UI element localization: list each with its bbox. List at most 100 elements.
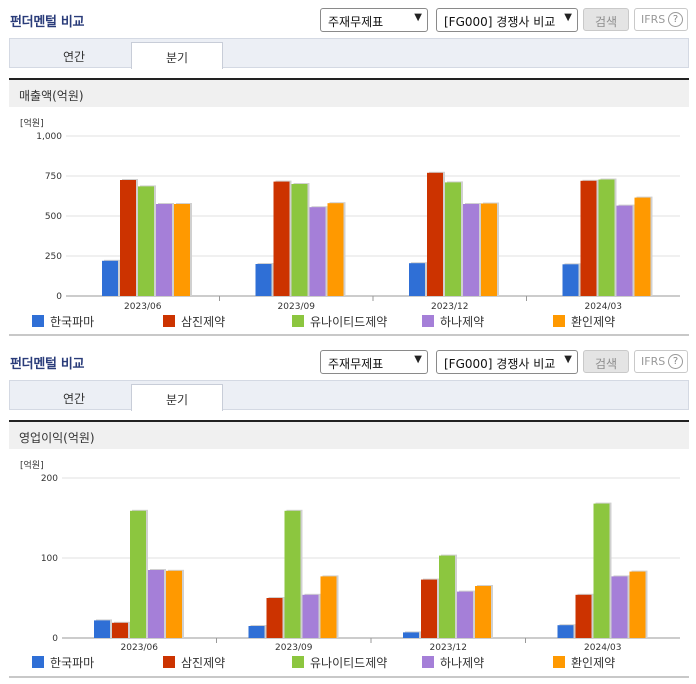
- bar: [439, 555, 455, 638]
- legend-label: 환인제약: [571, 315, 616, 329]
- bar: [138, 186, 154, 296]
- panel-title: 펀더멘털 비교: [10, 357, 85, 372]
- statement-select-value: 주재무제표: [328, 15, 384, 29]
- y-tick-label: 500: [45, 212, 62, 222]
- legend-label: 하나제약: [440, 315, 485, 329]
- bar: [580, 180, 597, 296]
- legend-item[interactable]: 삼진제약: [163, 313, 225, 330]
- divider: [9, 334, 689, 336]
- bar: [320, 576, 337, 638]
- tab-annual[interactable]: 연간: [62, 392, 86, 406]
- legend-swatch: [292, 315, 304, 327]
- bar: [481, 203, 497, 296]
- chart-heading-bar: 영업이익(억원): [9, 420, 689, 449]
- panel-header: 펀더멘털 비교 주재무제표 ▼ [FG000] 경쟁사 비교 ▼ 검색 IFRS…: [0, 0, 696, 38]
- ifrs-button[interactable]: IFRS ?: [634, 350, 688, 373]
- tab-quarterly[interactable]: 분기: [131, 384, 223, 411]
- legend-item[interactable]: 한국파마: [32, 313, 94, 330]
- operating-profit-bar-chart: [억원] 0 100 200 2023/06 2023/09 2023/12 2024/03: [20, 459, 680, 653]
- period-tabs: 연간 분기: [9, 38, 689, 69]
- bar: [112, 622, 128, 638]
- chevron-down-icon: ▼: [414, 12, 422, 23]
- legend-item[interactable]: 환인제약: [553, 654, 615, 671]
- legend-swatch: [163, 656, 175, 668]
- bar: [102, 260, 118, 296]
- bar: [284, 510, 301, 638]
- legend-item[interactable]: 한국파마: [32, 654, 94, 671]
- legend-swatch: [163, 315, 175, 327]
- x-tick-label: 2024/03: [584, 643, 621, 653]
- bar: [457, 591, 473, 638]
- chart-heading: 영업이익(억원): [19, 431, 95, 445]
- peer-select[interactable]: [FG000] 경쟁사 비교 ▼: [436, 8, 578, 32]
- legend-swatch: [553, 315, 565, 327]
- legend-label: 삼진제약: [181, 315, 226, 329]
- chevron-down-icon: ▼: [564, 354, 572, 365]
- chevron-down-icon: ▼: [564, 12, 572, 23]
- bar: [445, 182, 461, 296]
- legend-label: 하나제약: [440, 656, 485, 670]
- bar: [409, 263, 425, 296]
- search-button[interactable]: 검색: [583, 8, 629, 31]
- legend-item[interactable]: 하나제약: [422, 313, 484, 330]
- ifrs-button[interactable]: IFRS ?: [634, 8, 688, 31]
- y-tick-label: 0: [52, 634, 58, 644]
- bar: [403, 632, 419, 638]
- y-axis-unit-label: [억원]: [20, 117, 44, 129]
- x-tick-label: 2023/06: [124, 302, 162, 312]
- bar: [94, 620, 110, 638]
- y-tick-label: 200: [41, 474, 58, 484]
- search-button[interactable]: 검색: [583, 350, 629, 373]
- legend-item[interactable]: 유나이티드제약: [292, 313, 387, 330]
- peer-select[interactable]: [FG000] 경쟁사 비교 ▼: [436, 350, 578, 374]
- legend-swatch: [32, 656, 44, 668]
- peer-select-value: [FG000] 경쟁사 비교: [444, 15, 556, 29]
- legend-item[interactable]: 하나제약: [422, 654, 484, 671]
- ifrs-label: IFRS: [641, 13, 666, 26]
- panel-title: 펀더멘털 비교: [10, 15, 85, 30]
- chart-heading: 매출액(억원): [19, 89, 84, 103]
- bar: [291, 184, 308, 296]
- x-tick-label: 2023/12: [430, 643, 467, 653]
- legend-label: 유나이티드제약: [310, 656, 388, 670]
- y-tick-label: 750: [45, 172, 62, 182]
- bar: [120, 180, 136, 296]
- x-tick-label: 2023/12: [431, 302, 468, 312]
- legend-item[interactable]: 삼진제약: [163, 654, 225, 671]
- bar: [629, 571, 646, 638]
- bar: [273, 181, 290, 296]
- bar: [266, 598, 283, 638]
- bar: [130, 510, 146, 638]
- legend-swatch: [292, 656, 304, 668]
- legend-label: 유나이티드제약: [310, 315, 388, 329]
- legend-item[interactable]: 환인제약: [553, 313, 615, 330]
- legend-label: 한국파마: [50, 315, 95, 329]
- legend-swatch: [553, 656, 565, 668]
- bar: [475, 586, 491, 638]
- x-tick-label: 2023/09: [275, 643, 313, 653]
- question-circle-icon: ?: [668, 12, 683, 27]
- legend-item[interactable]: 유나이티드제약: [292, 654, 387, 671]
- bar: [634, 197, 651, 296]
- tab-quarterly[interactable]: 분기: [131, 42, 223, 69]
- legend-label: 한국파마: [50, 656, 95, 670]
- chevron-down-icon: ▼: [414, 354, 422, 365]
- statement-select[interactable]: 주재무제표 ▼: [320, 8, 428, 32]
- legend-swatch: [422, 315, 434, 327]
- tab-annual[interactable]: 연간: [62, 50, 86, 64]
- bar: [148, 570, 164, 638]
- divider: [9, 676, 689, 678]
- bar: [557, 625, 574, 638]
- x-tick-label: 2023/09: [278, 302, 316, 312]
- bar: [174, 204, 190, 296]
- period-tabs: 연간 분기: [9, 380, 689, 411]
- statement-select[interactable]: 주재무제표 ▼: [320, 350, 428, 374]
- y-tick-label: 0: [56, 292, 62, 302]
- bar: [255, 264, 272, 296]
- x-tick-label: 2024/03: [585, 302, 622, 312]
- y-tick-label: 1,000: [36, 132, 62, 142]
- bar: [309, 207, 326, 296]
- statement-select-value: 주재무제표: [328, 357, 384, 371]
- bar: [598, 179, 615, 296]
- legend-label: 환인제약: [571, 656, 616, 670]
